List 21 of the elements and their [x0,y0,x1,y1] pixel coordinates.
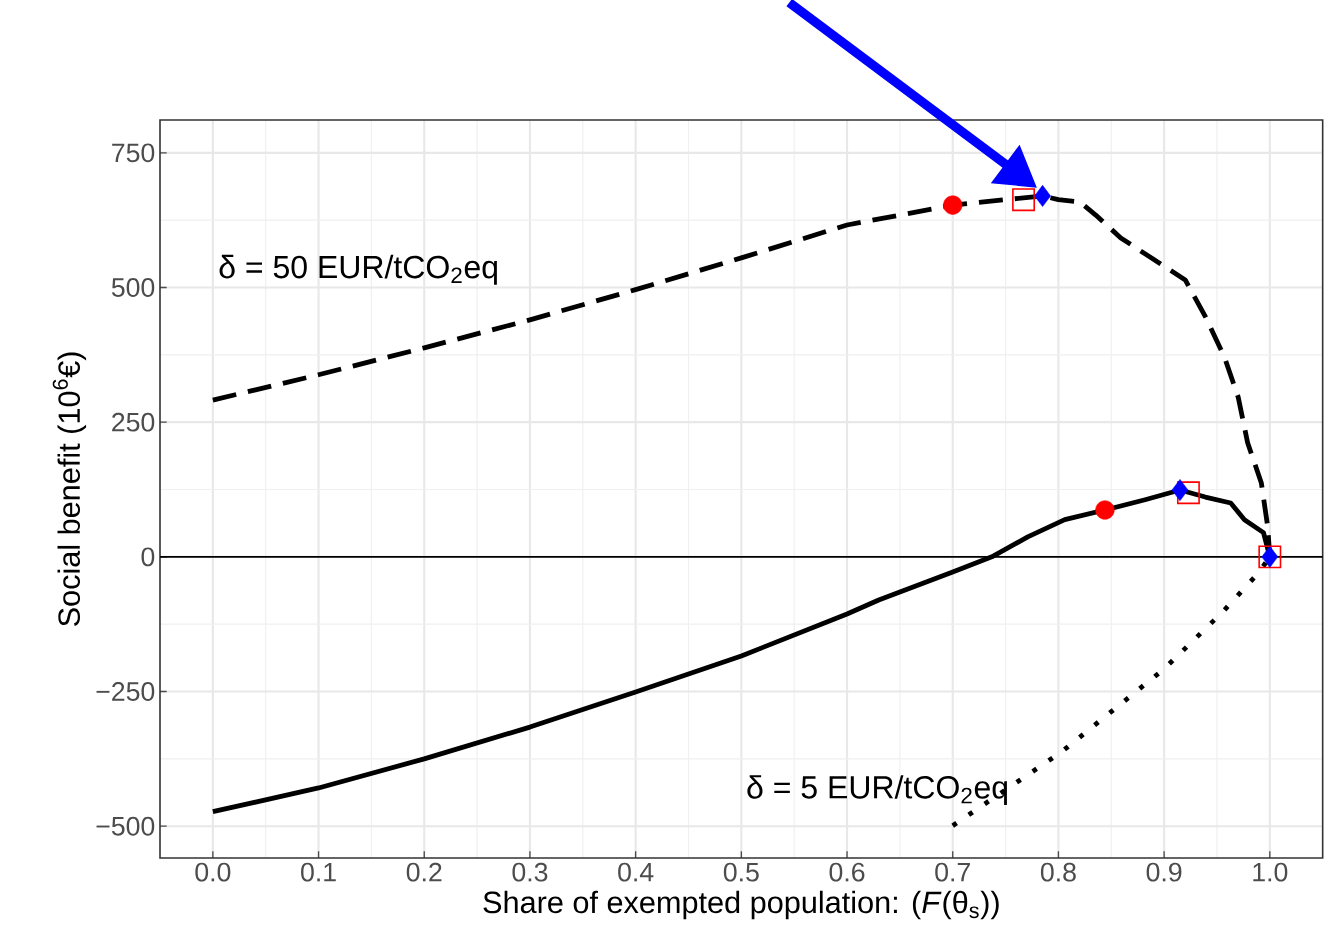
y-axis-title: Social benefit (10$^{6}$€) [52,352,87,626]
x-tick-label: 0.9 [1146,862,1182,882]
x-tick-label: 0.3 [512,862,548,882]
x-tick-label: 0.7 [935,862,970,882]
x-tick-label: 0.5 [723,862,759,882]
x-tick-label: 0.6 [829,862,865,882]
x-tick-label: 0.1 [301,862,336,882]
y-tick-label: 750 [112,143,155,163]
annotation: δ = 5 EUR/tCO$_{2}$eq [747,775,1008,806]
x-tick-label: 1.0 [1253,862,1288,882]
x-tick-label: 0.2 [406,862,442,882]
x-tick-label: 0.0 [195,862,231,882]
x-axis-title: Share of exempted population: (F(θ$_{s}$)) [483,890,999,920]
y-tick-label: −250 [96,682,155,701]
annotation: δ = 50 EUR/tCO$_{2}$eq [219,254,497,285]
y-tick-label: 250 [112,412,155,432]
y-tick-label: −500 [96,816,155,836]
x-tick-label: 0.4 [618,862,654,882]
y-tick-label: 500 [111,278,155,297]
y-tick-label: 0 [141,547,155,567]
x-tick-label: 0.8 [1040,862,1076,882]
